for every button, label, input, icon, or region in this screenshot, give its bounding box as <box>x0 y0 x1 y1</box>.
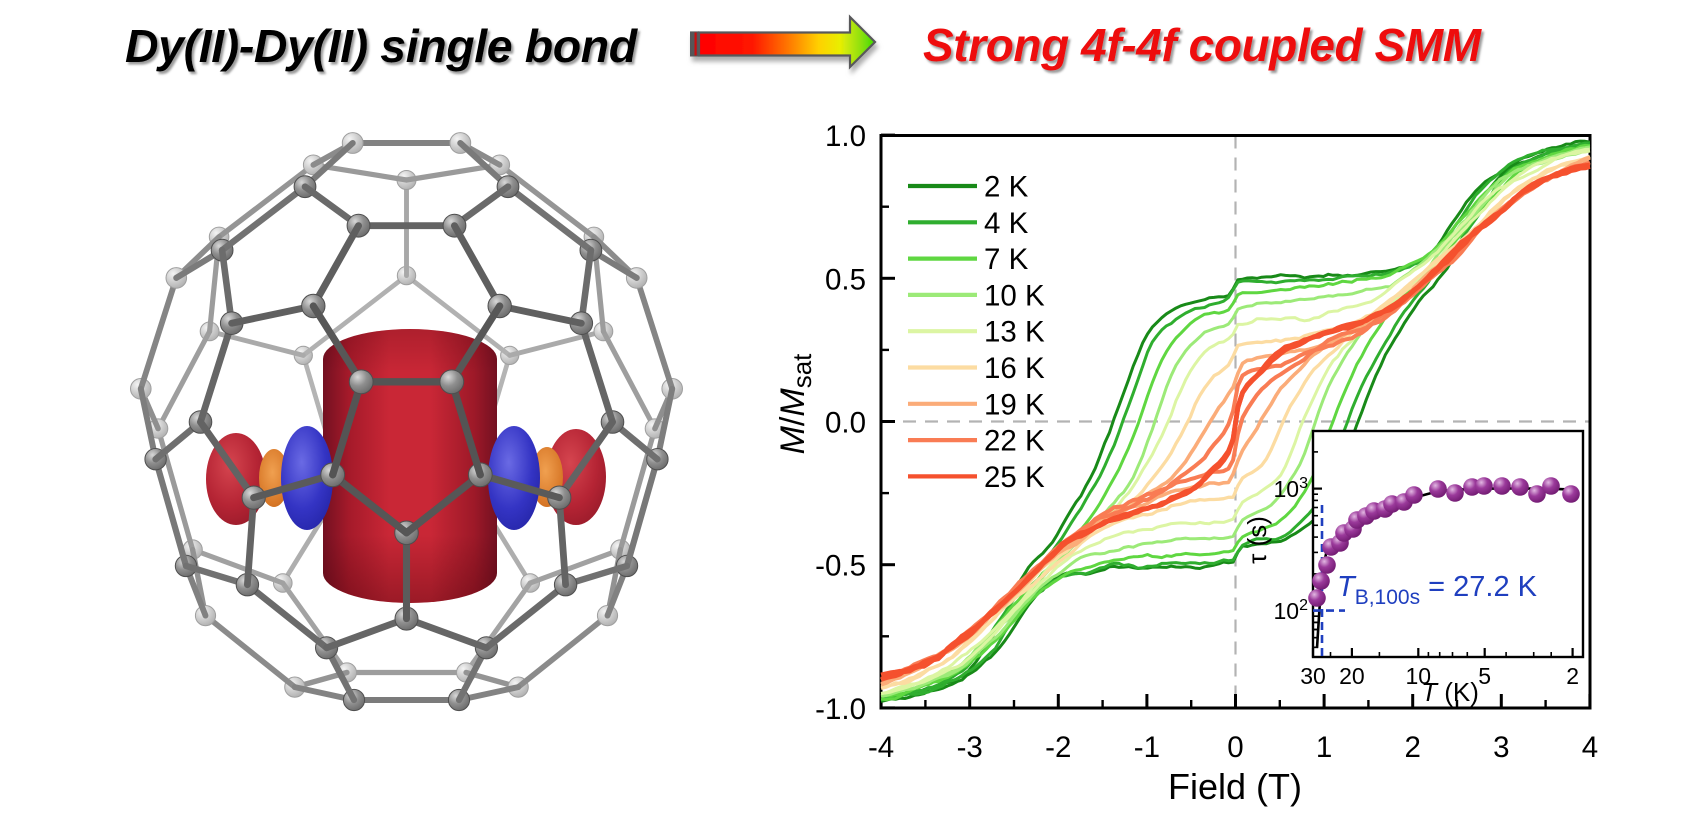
svg-text:3: 3 <box>1493 731 1509 764</box>
svg-text:19 K: 19 K <box>984 388 1045 421</box>
svg-text:-4: -4 <box>868 731 894 764</box>
svg-text:-0.5: -0.5 <box>815 550 866 583</box>
svg-text:0.5: 0.5 <box>825 263 866 296</box>
svg-text:22 K: 22 K <box>984 425 1045 458</box>
svg-text:-1: -1 <box>1134 731 1160 764</box>
svg-text:-3: -3 <box>957 731 983 764</box>
svg-text:5: 5 <box>1478 663 1491 689</box>
svg-text:2: 2 <box>1404 731 1420 764</box>
svg-text:16 K: 16 K <box>984 352 1045 385</box>
svg-text:2: 2 <box>1566 663 1579 689</box>
svg-text:13 K: 13 K <box>984 316 1045 349</box>
svg-text:Dy(II)-Dy(II) single bond: Dy(II)-Dy(II) single bond <box>125 20 639 72</box>
svg-text:1: 1 <box>1316 731 1332 764</box>
svg-text:Strong 4f-4f coupled SMM: Strong 4f-4f coupled SMM <box>923 19 1483 71</box>
svg-text:0: 0 <box>1227 731 1243 764</box>
svg-text:103: 103 <box>1274 475 1309 502</box>
svg-text:T (K): T (K) <box>1421 677 1479 707</box>
svg-text:-1.0: -1.0 <box>815 693 866 726</box>
svg-text:4: 4 <box>1582 731 1598 764</box>
svg-text:10 K: 10 K <box>984 279 1045 312</box>
svg-text:25 K: 25 K <box>984 461 1045 494</box>
svg-text:1.0: 1.0 <box>825 120 866 153</box>
svg-text:-2: -2 <box>1045 731 1071 764</box>
svg-text:30: 30 <box>1300 663 1326 689</box>
svg-text:102: 102 <box>1274 597 1309 624</box>
svg-text:10: 10 <box>1406 663 1432 689</box>
svg-text:7 K: 7 K <box>984 243 1029 276</box>
svg-text:M/Msat: M/Msat <box>774 353 817 455</box>
svg-text:4 K: 4 K <box>984 207 1029 240</box>
svg-text:τ (s): τ (s) <box>1242 516 1272 564</box>
svg-text:TB,100s = 27.2 K: TB,100s = 27.2 K <box>1337 571 1538 609</box>
svg-text:2 K: 2 K <box>984 171 1029 204</box>
svg-text:0.0: 0.0 <box>825 407 866 440</box>
svg-text:Field (T): Field (T) <box>1168 766 1302 807</box>
svg-text:20: 20 <box>1339 663 1365 689</box>
